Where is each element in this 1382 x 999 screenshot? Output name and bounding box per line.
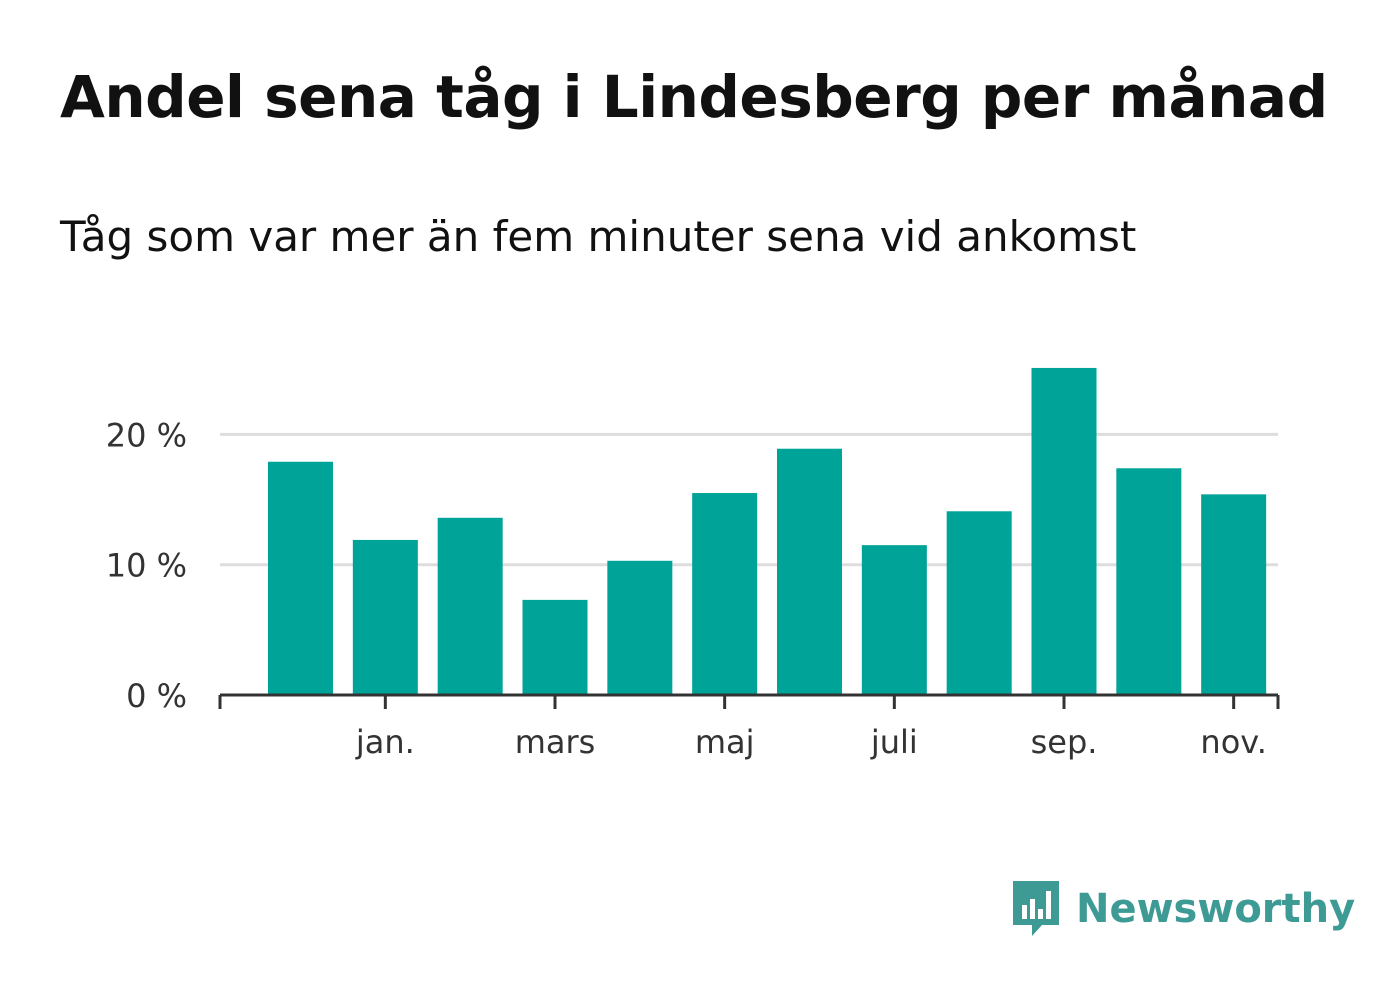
brand-name: Newsworthy <box>1076 886 1356 932</box>
bars <box>268 367 1267 695</box>
chart-subtitle: Tåg som var mer än fem minuter sena vid … <box>60 212 1137 261</box>
bar-mars <box>522 599 588 695</box>
bar-nov <box>1201 494 1267 695</box>
newsworthy-logo: Newsworthy <box>1010 877 1355 941</box>
axes: 0 % 10 % 20 % jan. mars maj juli sep. nov. <box>106 416 1280 761</box>
x-tick-label: jan. <box>355 723 415 761</box>
x-tick-label: sep. <box>1031 723 1098 761</box>
bar-jan <box>352 539 418 695</box>
bar-feb <box>437 517 503 695</box>
chart-title: Andel sena tåg i Lindesberg per månad <box>60 63 1328 131</box>
newsworthy-logo-icon <box>1013 881 1059 936</box>
bar-dec <box>268 461 333 695</box>
x-tick-label: mars <box>515 723 596 761</box>
bar-sep <box>1031 367 1097 695</box>
y-tick-label: 0 % <box>126 677 187 715</box>
x-tick-label: nov. <box>1200 723 1266 761</box>
bar-juli <box>861 545 927 695</box>
bar-okt <box>1116 468 1182 695</box>
x-tick-label: maj <box>695 723 755 761</box>
y-tick-label: 10 % <box>106 547 187 585</box>
bar-maj <box>692 493 758 695</box>
y-tick-label: 20 % <box>106 416 187 454</box>
x-tick-label: juli <box>870 723 918 761</box>
bar-apr <box>607 560 673 695</box>
bar-juni <box>777 448 842 695</box>
bar-aug <box>946 511 1012 695</box>
